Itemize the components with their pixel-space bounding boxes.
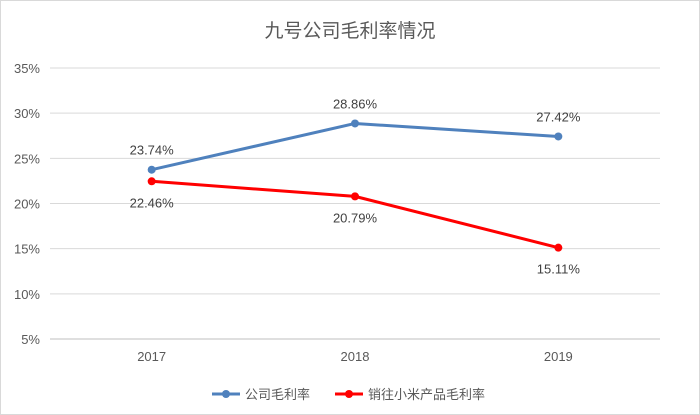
data-label: 28.86% bbox=[333, 96, 378, 111]
legend-label: 销往小米产品毛利率 bbox=[368, 387, 485, 403]
y-tick-label: 10% bbox=[14, 287, 40, 302]
legend-marker bbox=[222, 390, 230, 398]
data-point bbox=[351, 119, 359, 128]
y-axis-ticks: 35% 30% 25% 20% 15% 10% 5% bbox=[14, 61, 40, 347]
y-tick-label: 25% bbox=[14, 151, 40, 166]
series-lines bbox=[147, 119, 563, 252]
series-line bbox=[151, 121, 559, 172]
legend-marker bbox=[345, 390, 353, 398]
data-label: 22.46% bbox=[130, 195, 175, 210]
y-tick-label: 20% bbox=[14, 197, 40, 212]
data-label: 27.42% bbox=[536, 109, 581, 124]
legend: 公司毛利率 销往小米产品毛利率 bbox=[212, 387, 485, 403]
x-tick-label: 2017 bbox=[137, 349, 166, 364]
data-point bbox=[147, 165, 156, 174]
data-point bbox=[554, 243, 563, 252]
legend-label: 公司毛利率 bbox=[245, 387, 310, 403]
data-labels: 23.74% 28.86% 27.42% 22.46% 20.79% 15.11% bbox=[130, 96, 581, 276]
x-tick-label: 2019 bbox=[544, 349, 573, 364]
data-label: 23.74% bbox=[130, 143, 175, 158]
grid-lines bbox=[50, 67, 660, 340]
y-tick-label: 15% bbox=[14, 242, 40, 257]
y-tick-label: 30% bbox=[14, 106, 40, 121]
y-tick-label: 5% bbox=[21, 332, 40, 347]
data-point bbox=[147, 177, 156, 186]
x-axis-ticks: 2017 2018 2019 bbox=[137, 349, 573, 364]
chart-title: 九号公司毛利率情况 bbox=[264, 20, 436, 42]
y-tick-label: 35% bbox=[14, 61, 40, 76]
legend-item: 销往小米产品毛利率 bbox=[335, 387, 485, 403]
x-tick-label: 2018 bbox=[341, 349, 370, 364]
legend-item: 公司毛利率 bbox=[212, 387, 310, 403]
data-point bbox=[351, 192, 359, 201]
data-label: 15.11% bbox=[537, 262, 581, 277]
data-point bbox=[554, 132, 563, 141]
data-label: 20.79% bbox=[333, 210, 378, 225]
